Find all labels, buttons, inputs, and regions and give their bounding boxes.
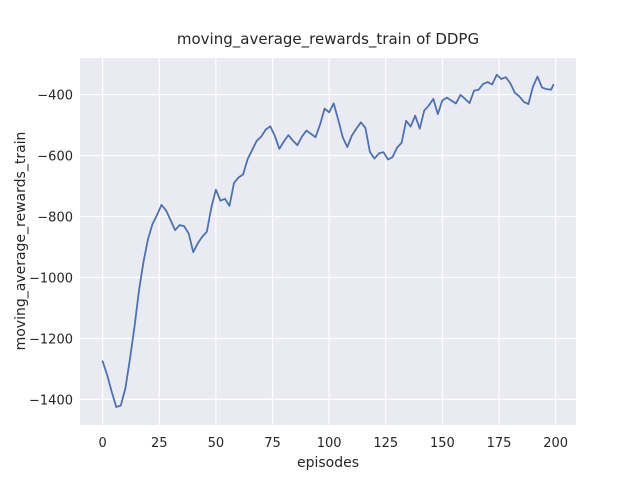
x-tick-label: 75 [264, 436, 281, 451]
y-tick-label: −400 [37, 89, 73, 104]
x-tick-label: 175 [487, 436, 512, 451]
series-line-ddpg [101, 73, 555, 408]
y-tick-label: −1400 [29, 393, 73, 408]
x-tick-label: 150 [430, 436, 455, 451]
x-axis-label: episodes [297, 455, 359, 471]
x-tick-labels: 0 25 50 75 100 125 150 175 200 [99, 436, 569, 451]
x-tick-label: 50 [208, 436, 225, 451]
y-tick-labels: −400 −600 −800 −1000 −1200 −1400 [29, 89, 73, 409]
y-tick-label: −1000 [29, 271, 73, 286]
y-tick-label: −800 [37, 211, 73, 226]
x-tick-label: 200 [543, 436, 568, 451]
y-tick-label: −600 [37, 150, 73, 165]
axes-background [80, 58, 576, 425]
gridlines [80, 58, 576, 425]
x-tick-label: 125 [373, 436, 398, 451]
y-tick-label: −1200 [29, 332, 73, 347]
x-tick-label: 25 [151, 436, 168, 451]
y-axis-label: moving_average_rewards_train [13, 132, 29, 351]
x-tick-label: 100 [317, 436, 342, 451]
x-tick-label: 0 [99, 436, 107, 451]
chart-title: moving_average_rewards_train of DDPG [177, 30, 479, 49]
